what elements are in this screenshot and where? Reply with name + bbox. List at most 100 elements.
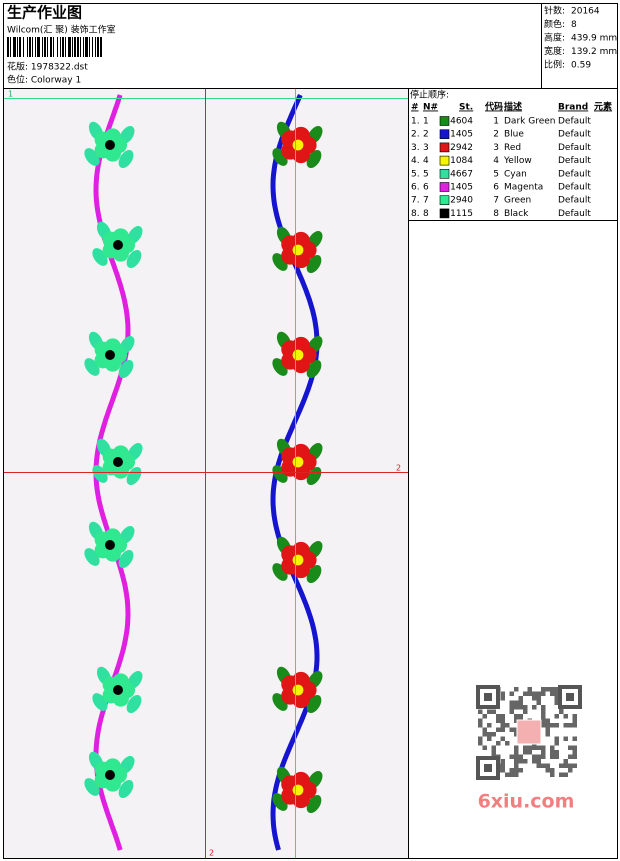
qr-cell xyxy=(545,718,550,723)
sequence-title: 停止顺序: xyxy=(410,89,449,101)
qr-cell xyxy=(541,763,546,768)
column-header: N# xyxy=(423,103,438,113)
qr-cell xyxy=(559,709,564,714)
qr-cell xyxy=(554,700,559,705)
bar xyxy=(62,37,64,57)
leaf xyxy=(306,564,322,584)
color-swatch xyxy=(439,169,450,179)
qr-cell xyxy=(496,727,501,732)
qr-cell xyxy=(550,768,555,773)
qr-cell xyxy=(545,727,550,732)
stat-label: 高度: xyxy=(544,32,565,44)
flower-center xyxy=(292,554,304,566)
row-num: 2 xyxy=(423,130,429,140)
qr-cell xyxy=(478,718,483,723)
qr-cell xyxy=(545,732,550,737)
row-num: 3 xyxy=(423,143,429,153)
row-num: 5 xyxy=(423,169,429,179)
bar xyxy=(60,37,61,57)
qr-cell xyxy=(500,736,505,741)
qr-cell xyxy=(545,687,550,692)
qr-cell xyxy=(500,759,505,764)
flower-center xyxy=(113,457,123,467)
brand: Default xyxy=(558,156,591,166)
qr-cell xyxy=(496,714,501,719)
bar xyxy=(37,37,40,57)
bar xyxy=(72,37,73,57)
qr-cell xyxy=(541,754,546,759)
row-index: 8. xyxy=(411,209,420,219)
qr-cell xyxy=(550,691,555,696)
stitches: 2940 xyxy=(450,196,473,206)
qr-finder xyxy=(484,764,492,772)
qr-cell xyxy=(514,727,519,732)
column-header: 元素 xyxy=(594,101,612,113)
qr-cell xyxy=(541,718,546,723)
row-index: 7. xyxy=(411,196,420,206)
bar xyxy=(35,37,36,57)
description: Cyan xyxy=(504,169,527,179)
qr-cell xyxy=(514,687,519,692)
qr-cell xyxy=(572,736,577,741)
color-swatch xyxy=(439,142,450,153)
qr-cell xyxy=(509,772,514,777)
qr-cell xyxy=(541,750,546,755)
qr-cell xyxy=(523,691,528,696)
code: 5 xyxy=(493,169,499,179)
leaf xyxy=(126,249,142,269)
bar xyxy=(53,37,54,57)
column-header: # xyxy=(411,103,419,113)
qr-cell xyxy=(572,714,577,719)
leaf xyxy=(126,694,142,714)
qr-cell xyxy=(518,768,523,773)
qr-cell xyxy=(500,714,505,719)
qr-cell xyxy=(541,723,546,728)
qr-cell xyxy=(514,745,519,750)
qr-cell xyxy=(554,696,559,701)
color-swatch xyxy=(439,195,450,205)
qr-cell xyxy=(523,759,528,764)
company: Wilcom(汇 聚) 装饰工作室 xyxy=(7,24,116,36)
stat-label: 宽度: xyxy=(544,45,565,57)
brand: Default xyxy=(558,209,591,219)
qr-cell xyxy=(509,691,514,696)
bar xyxy=(44,37,46,57)
bar xyxy=(42,37,43,57)
qr-cell xyxy=(518,759,523,764)
bar xyxy=(23,37,24,57)
description: Dark Green xyxy=(504,117,555,127)
column-header: 代码 xyxy=(484,101,503,113)
bar xyxy=(19,37,21,57)
qr-cell xyxy=(491,745,496,750)
qr-finder xyxy=(566,693,574,701)
qr-cell xyxy=(568,763,573,768)
bar xyxy=(7,37,9,57)
bar xyxy=(95,37,96,57)
qr-cell xyxy=(554,736,559,741)
leaf xyxy=(306,794,322,814)
leaf xyxy=(118,149,134,169)
qr-cell xyxy=(536,763,541,768)
brand: Default xyxy=(558,169,591,179)
qr-cell xyxy=(559,763,564,768)
qr-cell xyxy=(518,754,523,759)
qr-cell xyxy=(572,750,577,755)
qr-cell xyxy=(545,763,550,768)
bar xyxy=(89,37,90,57)
row-index: 5. xyxy=(411,169,420,179)
code: 6 xyxy=(493,183,499,193)
stitches: 1115 xyxy=(450,209,473,219)
qr-cell xyxy=(554,750,559,755)
qr-cell xyxy=(568,723,573,728)
leaf xyxy=(306,254,322,274)
bar xyxy=(13,37,16,57)
qr-cell xyxy=(536,745,541,750)
qr-cell xyxy=(500,691,505,696)
barcode xyxy=(7,37,102,57)
description: Red xyxy=(504,143,521,153)
qr-cell xyxy=(509,705,514,710)
qr-cell xyxy=(541,705,546,710)
qr-cell xyxy=(505,741,510,746)
flower-center xyxy=(292,684,304,696)
